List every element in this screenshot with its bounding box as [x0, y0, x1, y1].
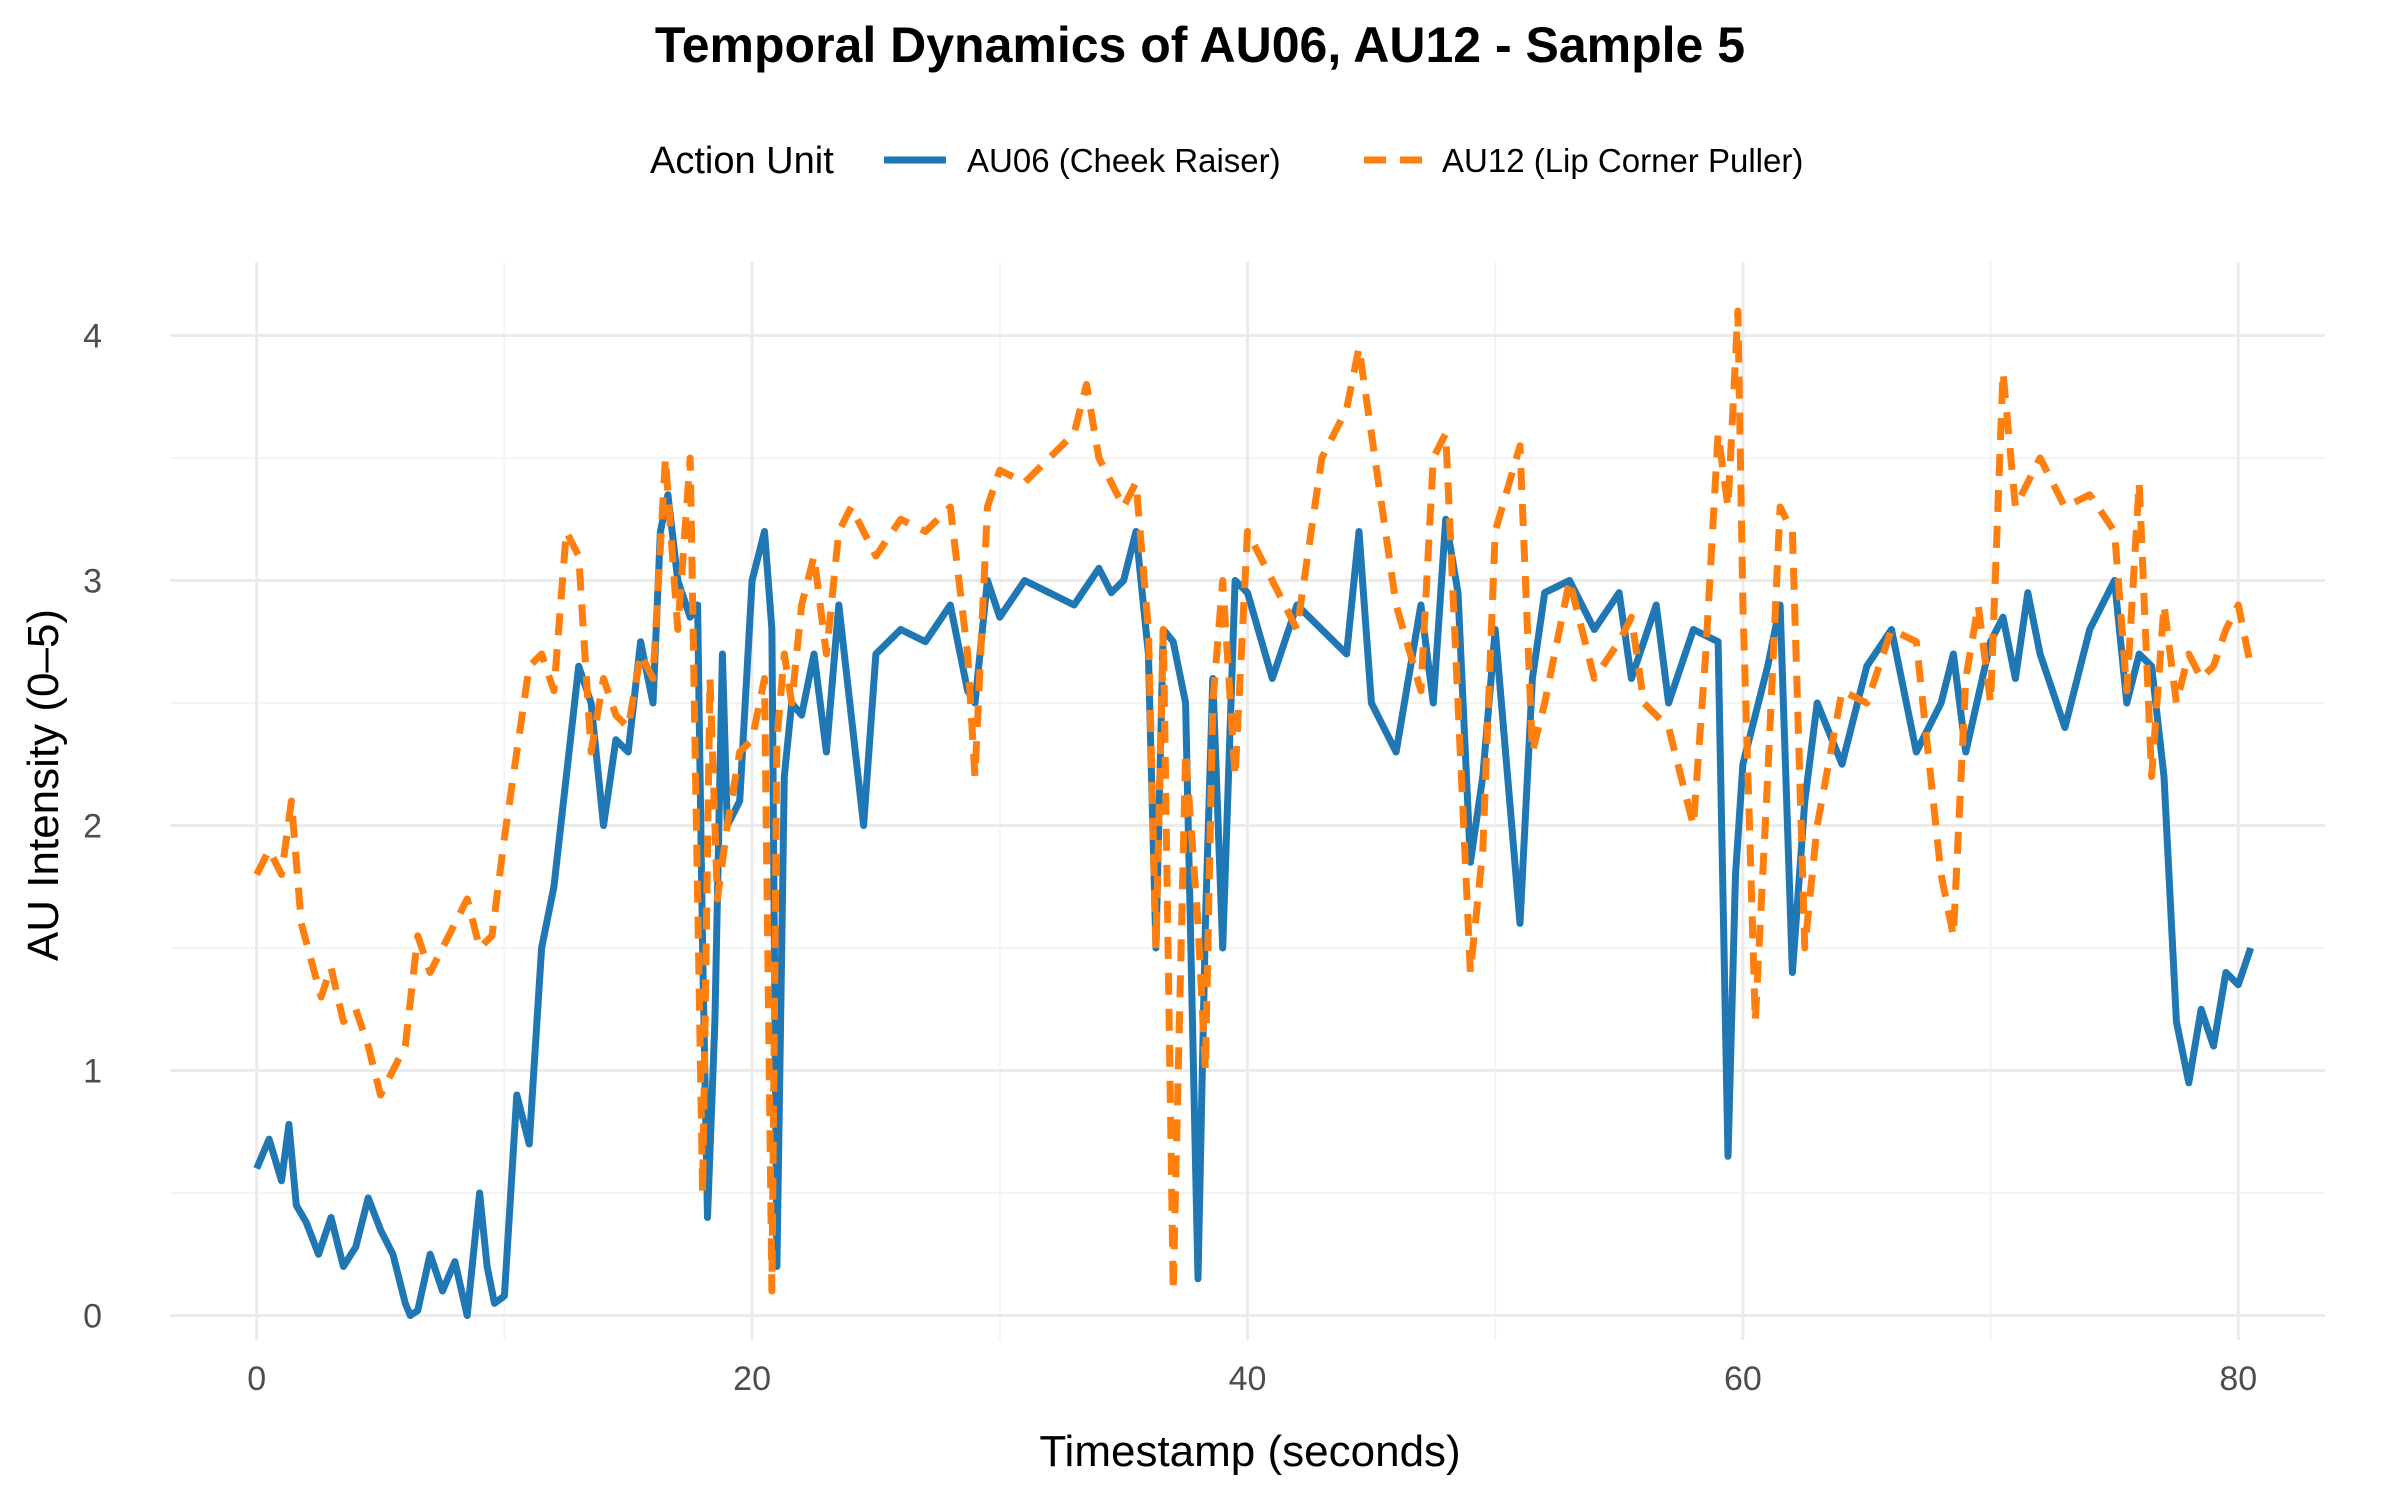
x-tick-label: 60 — [1724, 1360, 1762, 1398]
y-tick-label: 1 — [83, 1053, 102, 1091]
series-line-au12 — [253, 307, 2255, 1295]
y-tick-label: 3 — [83, 563, 102, 601]
x-axis-title: Timestamp (seconds) — [1039, 1427, 1460, 1476]
legend: Action Unit AU06 (Cheek Raiser) AU12 (Li… — [650, 140, 1803, 182]
y-tick-label: 4 — [83, 318, 102, 356]
x-tick-label: 40 — [1229, 1360, 1267, 1398]
y-tick-label: 0 — [83, 1298, 102, 1336]
legend-title: Action Unit — [650, 140, 834, 182]
axes: 0 20 40 60 80 0 1 2 3 4 — [83, 318, 2257, 1399]
legend-label-au06: AU06 (Cheek Raiser) — [967, 142, 1281, 179]
x-tick-label: 20 — [733, 1360, 771, 1398]
y-axis-title: AU Intensity (0–5) — [19, 609, 68, 961]
series-line-au06 — [253, 491, 2255, 1319]
series — [253, 307, 2255, 1319]
chart-title: Temporal Dynamics of AU06, AU12 - Sample… — [655, 17, 1745, 73]
x-tick-label: 0 — [247, 1360, 266, 1398]
x-tick-label: 80 — [2219, 1360, 2257, 1398]
y-tick-label: 2 — [83, 808, 102, 846]
legend-label-au12: AU12 (Lip Corner Puller) — [1442, 142, 1803, 179]
